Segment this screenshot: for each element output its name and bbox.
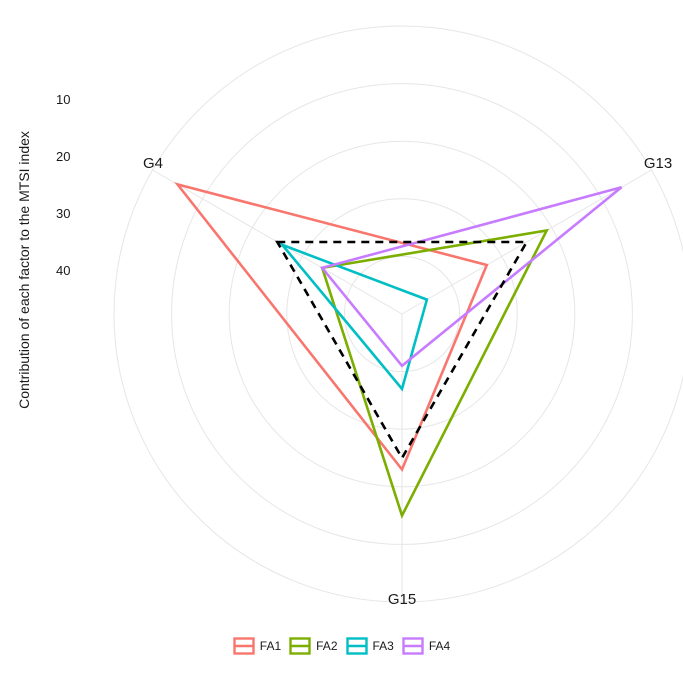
legend-label: FA1 (259, 639, 282, 653)
radial-tick-label: 30 (56, 206, 70, 221)
legend-key-icon (345, 637, 368, 655)
reference-dashed-polygon (275, 240, 529, 461)
legend-item-fa1: FA1 (233, 637, 281, 655)
series-polygons (174, 182, 623, 520)
series-fa4-polygon (319, 186, 623, 368)
legend-label: FA2 (316, 639, 338, 653)
axis-spoke (401, 169, 652, 315)
legend-item-fa2: FA2 (289, 637, 338, 655)
legend-key-icon (402, 637, 424, 655)
series-fa1-polygon (174, 182, 489, 473)
radial-tick-labels: 10 20 30 40 (56, 92, 70, 278)
legend-item-fa3: FA3 (345, 637, 394, 655)
axis-label-g4: G4 (143, 155, 163, 172)
radial-tick-label: 20 (56, 149, 70, 164)
legend-label: FA4 (428, 639, 451, 653)
legend: FA1 FA2 FA3 FA4 (0, 637, 683, 655)
axis-label-g15: G15 (388, 591, 416, 608)
y-axis-title-text: Contribution of each factor to the MTSI … (16, 131, 32, 409)
series-fa2-polygon (320, 228, 550, 520)
legend-key-icon (233, 637, 255, 655)
legend-label: FA3 (372, 639, 394, 653)
legend-key-icon (289, 637, 311, 655)
grid-circle (113, 25, 683, 603)
y-axis-title: Contribution of each factor to the MTSI … (11, 80, 37, 460)
legend-item-fa4: FA4 (402, 637, 450, 655)
series-fa3-polygon (278, 241, 429, 392)
axis-label-g13: G13 (644, 155, 672, 172)
radial-grid (113, 25, 683, 603)
radial-tick-label: 40 (56, 263, 70, 278)
axis-labels: G4 G13 G15 (143, 155, 672, 608)
radial-tick-label: 10 (56, 92, 70, 107)
